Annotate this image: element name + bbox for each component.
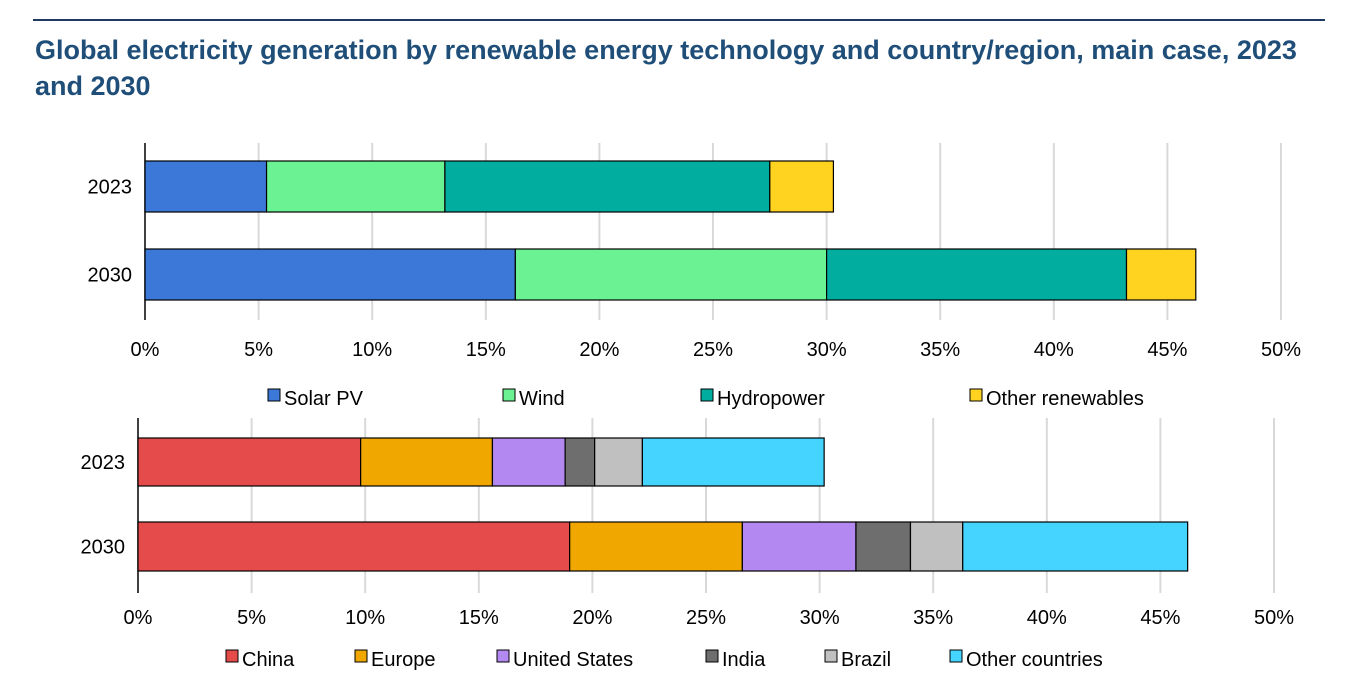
bar-segment-europe-2023 (360, 437, 494, 487)
bar-segment-india-2030 (855, 521, 912, 572)
legend-swatch (969, 388, 983, 402)
x-tick-label: 35% (913, 607, 953, 629)
legend-swatch (700, 388, 714, 402)
legend-label: Wind (519, 388, 565, 410)
legend-swatch (225, 649, 239, 663)
bar-segment-united-states-2030 (741, 521, 857, 572)
bar-segment-united-states-2023 (491, 437, 566, 487)
x-tick-label: 0% (131, 339, 160, 361)
y-category-label: 2023 (81, 452, 126, 474)
x-tick-label: 20% (579, 339, 619, 361)
legend-swatch (949, 649, 963, 663)
legend-swatch (705, 649, 719, 663)
bar-segment-europe-2030 (569, 521, 743, 572)
x-tick-label: 5% (244, 339, 273, 361)
legend-swatch (824, 649, 838, 663)
y-category-label: 2023 (88, 177, 133, 199)
bar-segment-other-countries-2030 (962, 521, 1189, 572)
x-tick-label: 5% (237, 607, 266, 629)
legend-label: China (242, 649, 295, 671)
bar-segment-solar-pv-2023 (144, 160, 268, 213)
x-tick-label: 35% (920, 339, 960, 361)
x-tick-label: 45% (1140, 607, 1180, 629)
bar-segment-other-renewables-2023 (769, 160, 835, 213)
legend-label: Other renewables (986, 388, 1144, 410)
legend-label: India (722, 649, 766, 671)
legend-label: Solar PV (284, 388, 364, 410)
legend-swatch (267, 388, 281, 402)
legend-swatch (496, 649, 510, 663)
x-tick-label: 10% (345, 607, 385, 629)
bar-segment-other-renewables-2030 (1125, 248, 1197, 301)
bar-segment-brazil-2023 (594, 437, 643, 487)
legend-swatch (502, 388, 516, 402)
bar-segment-china-2030 (137, 521, 571, 572)
x-tick-label: 45% (1147, 339, 1187, 361)
bar-segment-hydropower-2030 (825, 248, 1128, 301)
chart-panel-2: 0% 5% 10% 15% 20% 25% 30% 35% 40% 45% 50% 2023 2030 C… (81, 418, 1294, 671)
x-tick-label: 20% (572, 607, 612, 629)
x-tick-label: 40% (1034, 339, 1074, 361)
x-tick-label: 0% (124, 607, 153, 629)
bar-segment-india-2023 (564, 437, 596, 487)
x-tick-label: 10% (352, 339, 392, 361)
y-category-label: 2030 (81, 537, 126, 559)
x-tick-label: 50% (1254, 607, 1294, 629)
legend-label: Hydropower (717, 388, 825, 410)
legend-label: Brazil (841, 649, 891, 671)
x-tick-label: 50% (1261, 339, 1301, 361)
legend-swatch (354, 649, 368, 663)
y-category-label: 2030 (88, 265, 133, 287)
bar-segment-brazil-2030 (909, 521, 964, 572)
chart-panel-1: 0% 5% 10% 15% 20% 25% 30% 35% 40% 45% 50% 2023 2030 S… (88, 143, 1301, 410)
bar-segment-china-2023 (137, 437, 362, 487)
x-tick-label: 40% (1027, 607, 1067, 629)
x-tick-label: 15% (466, 339, 506, 361)
x-tick-label: 25% (693, 339, 733, 361)
legend-label: Europe (371, 649, 436, 671)
x-tick-label: 30% (800, 607, 840, 629)
bar-segment-other-countries-2023 (641, 437, 825, 487)
bar-segment-wind-2030 (514, 248, 828, 301)
x-tick-label: 25% (686, 607, 726, 629)
x-tick-label: 30% (807, 339, 847, 361)
bar-segment-hydropower-2023 (444, 160, 771, 213)
top-rule (33, 19, 1325, 21)
legend-label: Other countries (966, 649, 1103, 671)
legend-label: United States (513, 649, 633, 671)
bar-segment-solar-pv-2030 (144, 248, 516, 301)
chart-title: Global electricity generation by renewab… (35, 35, 1297, 101)
bar-segment-wind-2023 (265, 160, 446, 213)
x-tick-label: 15% (459, 607, 499, 629)
